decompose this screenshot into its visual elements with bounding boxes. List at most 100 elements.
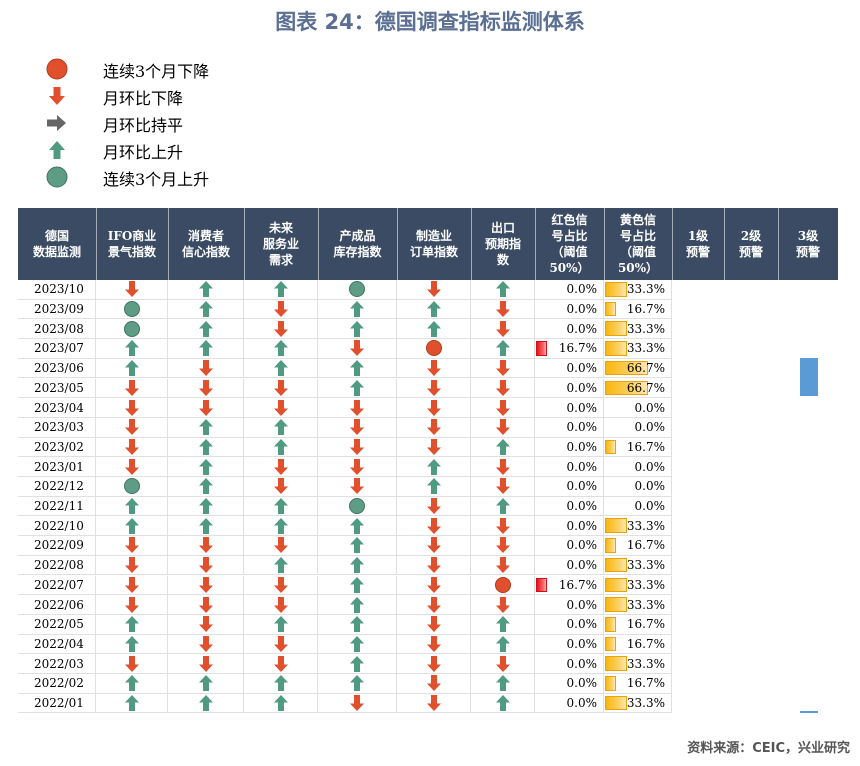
yellow-share-bar [605, 282, 627, 297]
arrow-down-icon [124, 458, 139, 475]
circle-green-icon [46, 166, 68, 188]
red-share-value: 0.0% [566, 479, 598, 494]
arrow-up-icon [198, 675, 213, 692]
arrow-up-icon [273, 695, 288, 712]
yellow-share-bar [605, 439, 616, 455]
arrow-up-icon [273, 517, 288, 534]
red-signal-share-cell: 0.0% [535, 516, 604, 537]
signal-cell [471, 378, 535, 399]
signal-cell [318, 280, 397, 300]
row-date: 2023/08 [18, 319, 96, 340]
arrow-up-icon [426, 301, 441, 318]
row-date: 2023/06 [18, 358, 96, 379]
yellow-signal-share-cell: 0.0% [604, 398, 672, 418]
header-divider [471, 208, 472, 280]
arrow-up-icon [495, 281, 510, 298]
signal-cell [397, 516, 471, 537]
arrow-up-icon [350, 301, 364, 318]
red-signal-share-cell: 0.0% [535, 536, 604, 556]
arrow-down-icon [426, 419, 441, 436]
signal-cell [397, 339, 471, 359]
signal-cell [96, 299, 168, 320]
arrow-up-icon [495, 498, 510, 515]
signal-cell [471, 693, 535, 714]
red-share-value: 0.0% [566, 636, 598, 651]
row-date: 2022/05 [18, 614, 96, 635]
legend-label: 连续3个月上升 [103, 170, 210, 189]
arrow-down-icon [273, 596, 288, 613]
arrow-down-icon [198, 379, 213, 396]
signal-cell [168, 417, 244, 438]
signal-cell [397, 417, 471, 438]
arrow-down-icon [273, 576, 288, 593]
arrow-up-icon [350, 320, 364, 337]
signal-cell [168, 496, 244, 517]
signal-cell [96, 516, 168, 537]
red-share-value: 0.0% [566, 420, 598, 435]
signal-cell [471, 358, 535, 379]
arrow-down-icon [426, 655, 441, 672]
signal-cell [168, 674, 244, 694]
arrow-up-icon [273, 438, 288, 455]
arrow-down-icon [350, 695, 364, 712]
header-divider [244, 208, 245, 280]
red-signal-share-cell: 0.0% [535, 280, 604, 300]
red-signal-share-cell: 0.0% [535, 693, 604, 714]
arrow-up-icon [198, 478, 213, 495]
signal-cell [318, 555, 397, 576]
arrow-down-icon [426, 675, 441, 692]
yellow-signal-share-cell: 16.7% [604, 634, 672, 655]
red-signal-share-cell: 0.0% [535, 378, 604, 399]
row-date: 2022/02 [18, 674, 96, 694]
arrow-down-icon [198, 557, 213, 574]
yellow-signal-share-cell: 33.3% [604, 555, 672, 576]
red-signal-share-cell: 0.0% [535, 595, 604, 615]
yellow-share-bar [605, 557, 627, 573]
arrow-down-icon [426, 498, 441, 515]
arrow-down-icon [124, 438, 139, 455]
red-share-bar [536, 577, 547, 593]
signal-cell [318, 437, 397, 458]
row-date: 2022/12 [18, 477, 96, 497]
arrow-up-icon [350, 537, 364, 554]
arrow-up-icon [426, 320, 441, 337]
yellow-share-bar [605, 597, 627, 612]
signal-cell [96, 398, 168, 418]
signal-cell [318, 358, 397, 379]
yellow-share-bar [605, 360, 648, 376]
signal-cell [397, 319, 471, 340]
arrow-down-icon [273, 537, 288, 554]
header-divider [535, 208, 536, 280]
yellow-signal-share-cell: 66.7% [604, 358, 672, 379]
yellow-signal-share-cell: 33.3% [604, 595, 672, 615]
signal-cell [168, 319, 244, 340]
arrow-down-icon [350, 458, 364, 475]
signal-cell [244, 693, 318, 714]
yellow-share-bar [605, 341, 627, 356]
arrow-up-icon [124, 498, 139, 515]
red-signal-share-cell: 16.7% [535, 339, 604, 359]
header-export: 出口 预期指数 [471, 208, 535, 280]
signal-cell [471, 555, 535, 576]
yellow-share-value: 0.0% [634, 400, 666, 415]
header-consumer: 消费者 信心指数 [168, 208, 244, 280]
red-signal-share-cell: 0.0% [535, 358, 604, 379]
arrow-up-icon [273, 281, 288, 298]
arrow-up-icon [273, 675, 288, 692]
yellow-share-value: 33.3% [626, 558, 665, 573]
legend-item-consecutive-up: 连续3个月上升 [44, 164, 304, 190]
red-share-value: 0.0% [566, 617, 598, 632]
yellow-signal-share-cell: 16.7% [604, 437, 672, 458]
arrow-down-icon [273, 399, 288, 416]
red-signal-share-cell: 0.0% [535, 674, 604, 694]
signal-cell [318, 634, 397, 655]
row-date: 2022/11 [18, 496, 96, 517]
signal-cell [96, 477, 168, 497]
arrow-up-icon [198, 340, 213, 357]
red-share-value: 16.7% [558, 341, 597, 356]
arrow-down-icon [273, 655, 288, 672]
signal-cell [397, 555, 471, 576]
signal-cell [244, 536, 318, 556]
signal-cell [471, 614, 535, 635]
signal-cell [168, 693, 244, 714]
